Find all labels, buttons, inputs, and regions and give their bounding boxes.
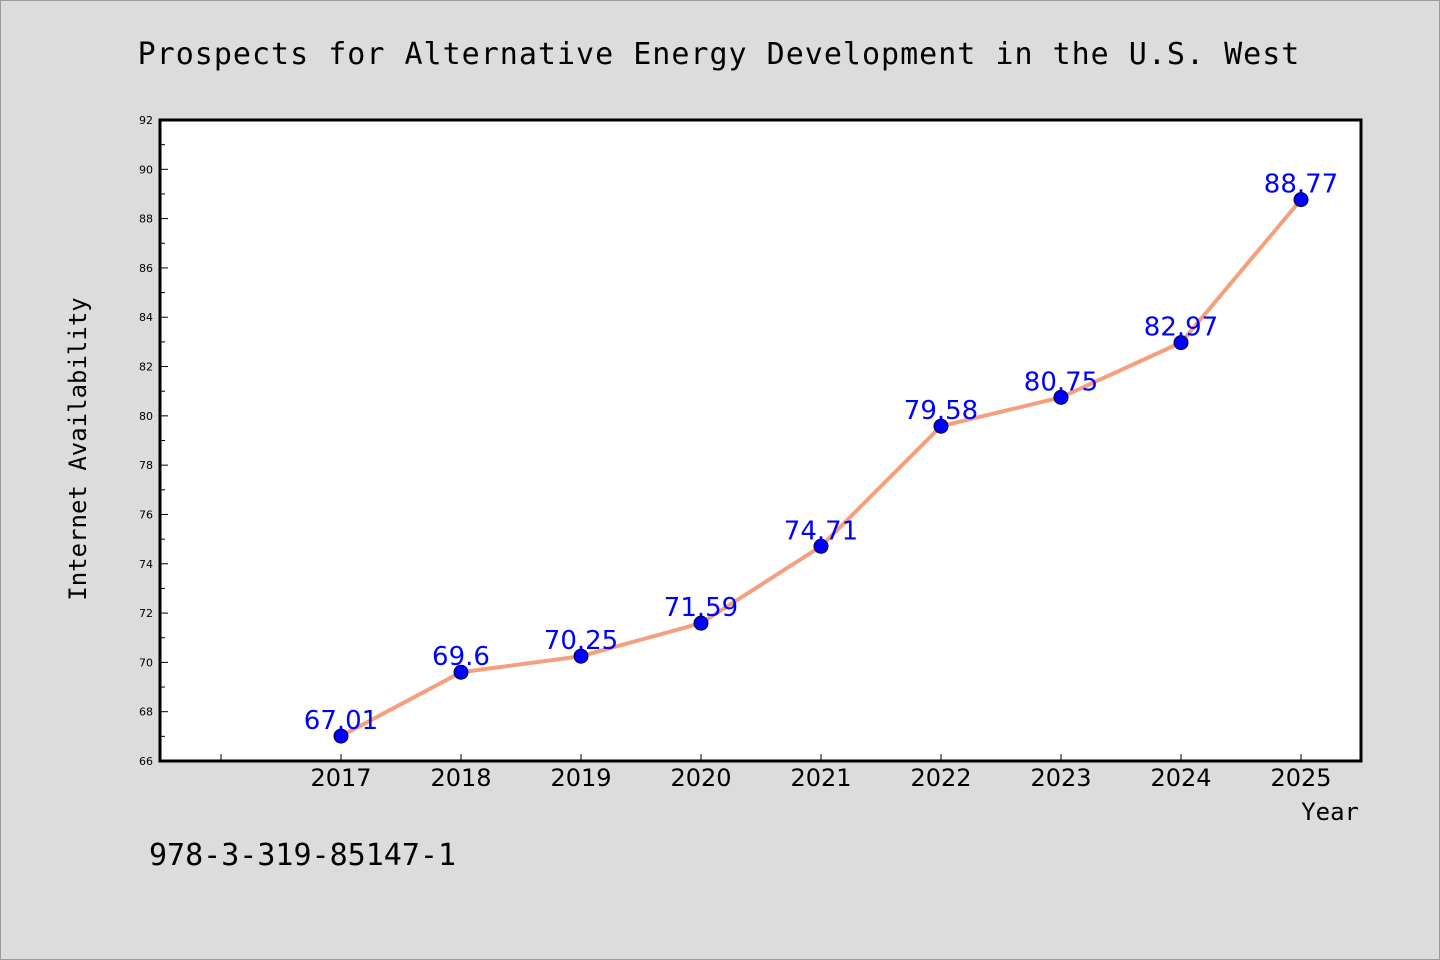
y-tick-label: 92 — [139, 114, 153, 127]
chart-marks: 66 68 70 72 74 76 78 80 82 84 86 88 90 92 2017 2018 2019… — [139, 114, 1338, 792]
data-point — [1173, 335, 1189, 351]
data-label: 82.97 — [1144, 313, 1218, 343]
y-tick-label: 70 — [139, 656, 153, 669]
x-tick-label: 2021 — [790, 764, 851, 792]
x-tick-label: 2023 — [1030, 764, 1091, 792]
data-label: 71.59 — [664, 593, 738, 623]
y-tick-label: 74 — [139, 558, 153, 571]
data-point — [573, 648, 589, 664]
data-label: 80.75 — [1024, 367, 1098, 397]
data-label: 70.25 — [544, 626, 618, 656]
data-point — [333, 728, 349, 744]
y-tick-label: 76 — [139, 508, 153, 521]
y-tick-label: 66 — [139, 755, 153, 768]
x-tick-label: 2020 — [670, 764, 731, 792]
x-tick-label: 2025 — [1270, 764, 1331, 792]
data-point — [1293, 192, 1309, 208]
data-label: 67.01 — [304, 706, 378, 736]
chart-title: Prospects for Alternative Energy Develop… — [138, 37, 1301, 72]
data-label: 88.77 — [1264, 170, 1338, 200]
plot-area — [158, 118, 1363, 763]
y-tick-label: 90 — [139, 163, 153, 176]
y-axis-label: Internet Availability — [64, 297, 92, 600]
y-tick-label: 78 — [139, 459, 153, 472]
data-point — [933, 418, 949, 434]
x-axis-label: Year — [1301, 798, 1359, 826]
data-point — [453, 664, 469, 680]
y-tick-label: 84 — [139, 311, 153, 324]
data-point — [693, 615, 709, 631]
y-tick-label: 88 — [139, 213, 153, 226]
data-label: 74.71 — [784, 516, 858, 546]
x-tick-label: 2019 — [550, 764, 611, 792]
data-label: 79.58 — [904, 396, 978, 426]
y-tick-label: 82 — [139, 361, 153, 374]
y-tick-label: 80 — [139, 410, 153, 423]
x-tick-label: 2024 — [1150, 764, 1211, 792]
y-tick-label: 72 — [139, 607, 153, 620]
data-point — [813, 538, 829, 554]
y-tick-label: 68 — [139, 706, 153, 719]
y-tick-label: 86 — [139, 262, 153, 275]
data-label: 69.6 — [432, 642, 490, 672]
x-tick-label: 2022 — [910, 764, 971, 792]
x-tick-label: 2018 — [430, 764, 491, 792]
x-tick-label: 2017 — [310, 764, 371, 792]
data-point — [1053, 389, 1069, 405]
footnote: 978-3-319-85147-1 — [149, 838, 456, 873]
